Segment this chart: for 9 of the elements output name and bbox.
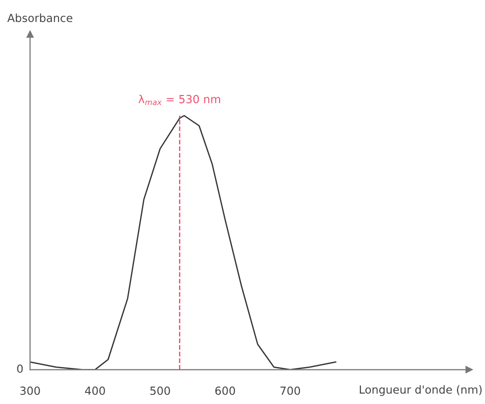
x-tick-label: 300 bbox=[20, 386, 40, 395]
x-tick-label: 500 bbox=[150, 386, 170, 395]
ref-line-label: λ$_{max}$ = 530 nm bbox=[138, 94, 220, 106]
x-tick-label: 600 bbox=[215, 386, 236, 395]
x-axis-title: Longueur d'onde (nm) bbox=[360, 385, 482, 396]
text: Absorbance bbox=[7, 14, 72, 22]
x-tick-label: 400 bbox=[85, 386, 105, 395]
text: 0 bbox=[17, 364, 23, 373]
x-tick-label: 700 bbox=[280, 386, 300, 395]
